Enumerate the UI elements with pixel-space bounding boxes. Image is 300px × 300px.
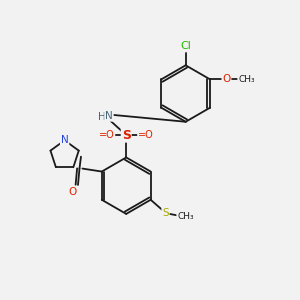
Text: O: O bbox=[69, 188, 77, 197]
Text: N: N bbox=[61, 135, 68, 145]
Text: CH₃: CH₃ bbox=[177, 212, 194, 220]
Text: CH₃: CH₃ bbox=[238, 75, 255, 84]
Text: =O: =O bbox=[138, 130, 154, 140]
Text: S: S bbox=[122, 129, 131, 142]
Text: N: N bbox=[105, 111, 113, 121]
Text: Cl: Cl bbox=[180, 41, 191, 51]
Text: H: H bbox=[98, 112, 106, 122]
Text: O: O bbox=[222, 74, 231, 84]
Text: S: S bbox=[162, 208, 169, 218]
Text: =O: =O bbox=[99, 130, 115, 140]
